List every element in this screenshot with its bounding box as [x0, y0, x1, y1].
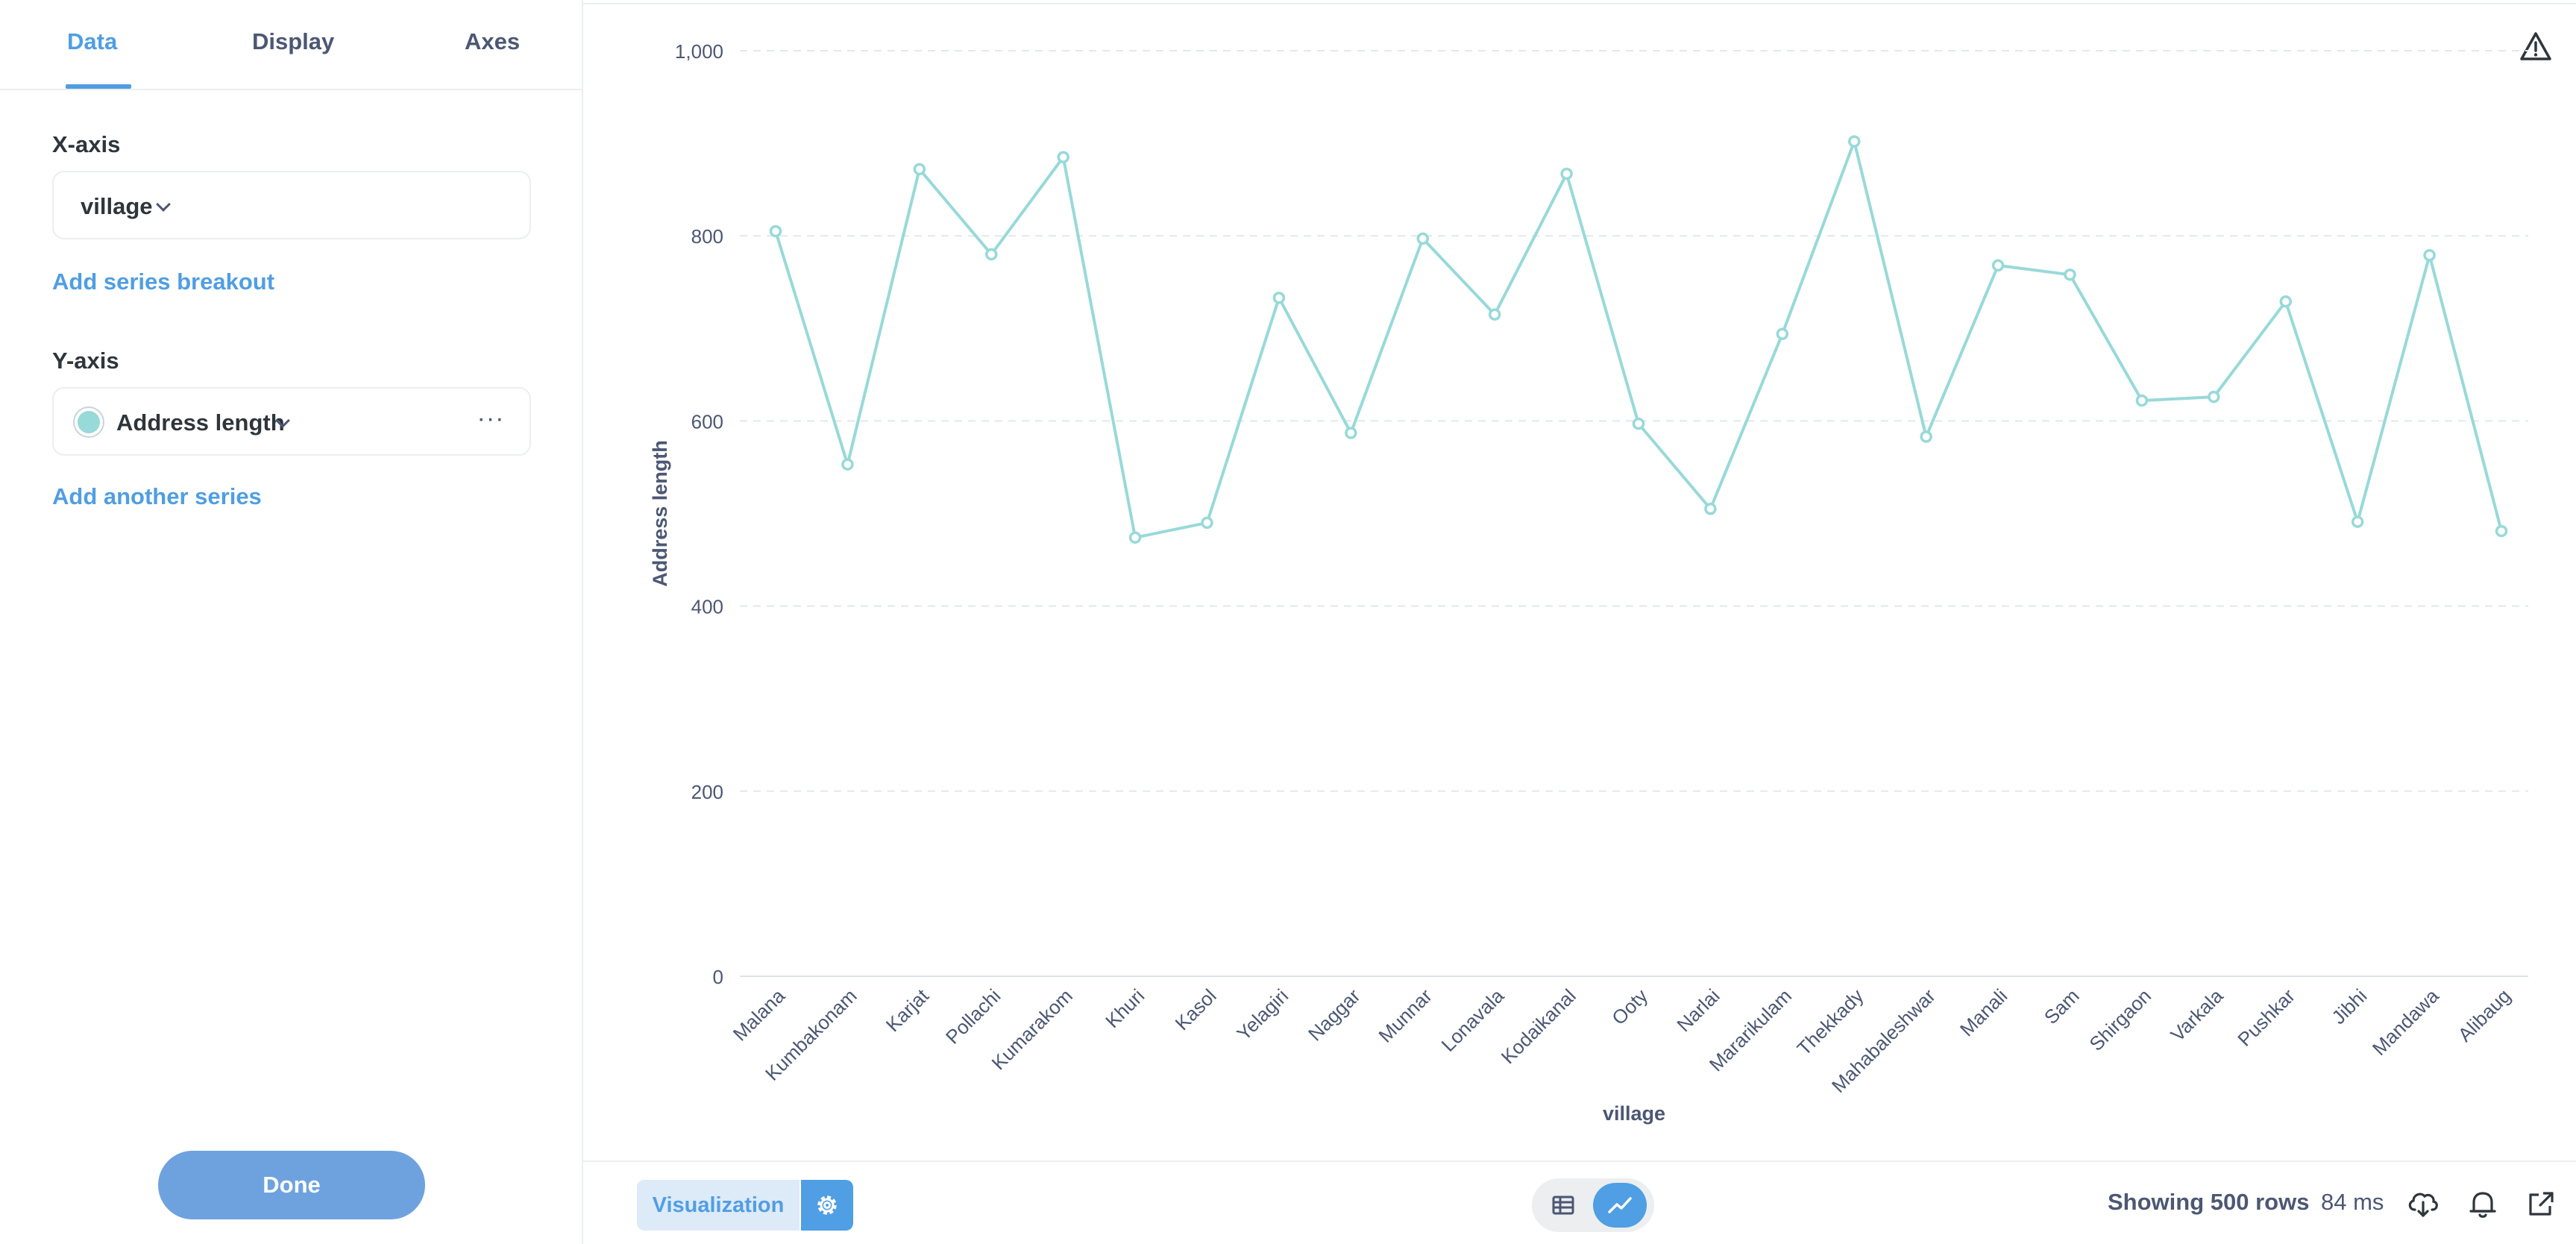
series-color-swatch[interactable] — [75, 408, 103, 436]
y-axis-series-picker[interactable]: Address length ··· — [52, 387, 531, 456]
y-tick-label: 600 — [691, 410, 723, 433]
y-tick-label: 0 — [713, 966, 723, 988]
done-button[interactable]: Done — [158, 1151, 425, 1219]
x-axis-column-picker[interactable]: village — [52, 171, 531, 239]
data-point[interactable] — [1991, 259, 2005, 272]
tab-display[interactable]: Display — [252, 28, 335, 54]
active-tab-indicator — [66, 84, 131, 89]
settings-sidebar: Data Display Axes X-axis village Add ser… — [0, 0, 583, 1244]
table-icon — [1552, 1196, 1574, 1215]
data-point[interactable] — [841, 458, 854, 471]
y-axis-title: Address length — [649, 440, 671, 587]
external-link-icon[interactable] — [2524, 1187, 2558, 1220]
bell-icon[interactable] — [2466, 1187, 2500, 1220]
data-point[interactable] — [1848, 135, 1861, 148]
x-tick-label: Manali — [1955, 984, 2011, 1040]
data-point[interactable] — [1128, 531, 1142, 544]
x-tick-label: Ooty — [1607, 984, 1652, 1029]
data-point[interactable] — [1776, 327, 1789, 340]
x-tick-label: Pollachi — [941, 984, 1005, 1049]
more-options-icon[interactable]: ··· — [477, 404, 505, 433]
data-point[interactable] — [1201, 516, 1213, 530]
x-tick-label: Naggar — [1304, 984, 1365, 1046]
gear-button[interactable] — [801, 1180, 853, 1231]
data-point[interactable] — [2135, 394, 2149, 407]
x-tick-label: Alibaug — [2454, 984, 2516, 1046]
chevron-down-icon — [156, 197, 171, 212]
y-tick-label: 200 — [691, 781, 723, 803]
data-point[interactable] — [2423, 249, 2436, 262]
data-point[interactable] — [985, 248, 998, 261]
data-point[interactable] — [2351, 515, 2364, 528]
download-cloud-icon[interactable] — [2406, 1187, 2440, 1220]
y-tick-label: 400 — [691, 596, 723, 618]
data-point[interactable] — [769, 224, 782, 238]
data-point[interactable] — [1488, 308, 1501, 321]
y-tick-label: 800 — [691, 225, 723, 248]
row-count-text: Showing 500 rows — [2108, 1189, 2310, 1215]
add-another-series-link[interactable]: Add another series — [52, 483, 262, 509]
data-point[interactable] — [1704, 503, 1717, 515]
warning-triangle-icon[interactable] — [2519, 31, 2552, 61]
x-tick-label: Shirgaon — [2085, 984, 2155, 1055]
x-tick-label: Khuri — [1101, 984, 1149, 1032]
x-tick-label: Malana — [729, 984, 790, 1046]
x-tick-label: Yelagiri — [1232, 984, 1292, 1045]
data-point[interactable] — [1416, 232, 1429, 245]
tab-data[interactable]: Data — [67, 28, 118, 54]
x-tick-label: Karjat — [882, 984, 934, 1036]
add-series-breakout-link[interactable]: Add series breakout — [52, 268, 275, 295]
line-chart-icon — [1608, 1197, 1632, 1213]
y-axis-label: Y-axis — [52, 348, 119, 374]
data-point[interactable] — [1272, 292, 1286, 304]
data-point[interactable] — [1057, 151, 1069, 163]
data-point[interactable] — [1560, 167, 1573, 180]
series-line — [774, 139, 2503, 539]
visualization-area: 0 200 400 600 800 1,000 Address length Malana Ku… — [583, 0, 2576, 1244]
x-tick-label: Mandawa — [2368, 984, 2443, 1060]
x-tick-label: Kasol — [1171, 984, 1221, 1034]
tab-axes[interactable]: Axes — [465, 28, 521, 54]
data-point[interactable] — [2208, 390, 2220, 403]
y-tick-label: 1,000 — [675, 40, 723, 63]
x-tick-label: Pushkar — [2233, 984, 2299, 1051]
x-tick-label: Sam — [2040, 984, 2084, 1028]
view-toggle — [1532, 1178, 1654, 1232]
x-tick-label: Kodaikanal — [1497, 984, 1580, 1068]
data-point[interactable] — [2064, 268, 2076, 281]
data-point[interactable] — [1632, 417, 1645, 430]
footer-bar: Visualization — [583, 1160, 2576, 1244]
data-point[interactable] — [2279, 295, 2292, 308]
query-time-text: 84 ms — [2321, 1189, 2384, 1215]
table-view-button[interactable] — [1548, 1190, 1578, 1220]
x-tick-label: Munnar — [1374, 984, 1436, 1047]
gear-icon — [817, 1196, 837, 1215]
data-point[interactable] — [913, 163, 926, 176]
x-tick-label: Thekkady — [1793, 984, 1868, 1060]
x-tick-label: Lonavala — [1437, 984, 1509, 1056]
visualization-button[interactable]: Visualization — [637, 1180, 799, 1231]
data-point[interactable] — [1920, 430, 1932, 443]
x-axis-label: X-axis — [52, 131, 121, 157]
x-axis-column-value: village — [81, 193, 153, 219]
x-tick-label: Jibhi — [2327, 984, 2371, 1028]
settings-tabs: Data Display Axes — [0, 0, 582, 90]
top-divider — [583, 0, 2576, 4]
data-point[interactable] — [1345, 427, 1357, 439]
x-tick-label: Varkala — [2166, 984, 2228, 1046]
x-tick-label: Narlai — [1672, 984, 1724, 1036]
y-axis-series-value: Address length — [116, 409, 285, 436]
data-point[interactable] — [2495, 524, 2508, 538]
x-axis-title: village — [1603, 1102, 1665, 1125]
chart-view-button[interactable] — [1593, 1183, 1647, 1228]
